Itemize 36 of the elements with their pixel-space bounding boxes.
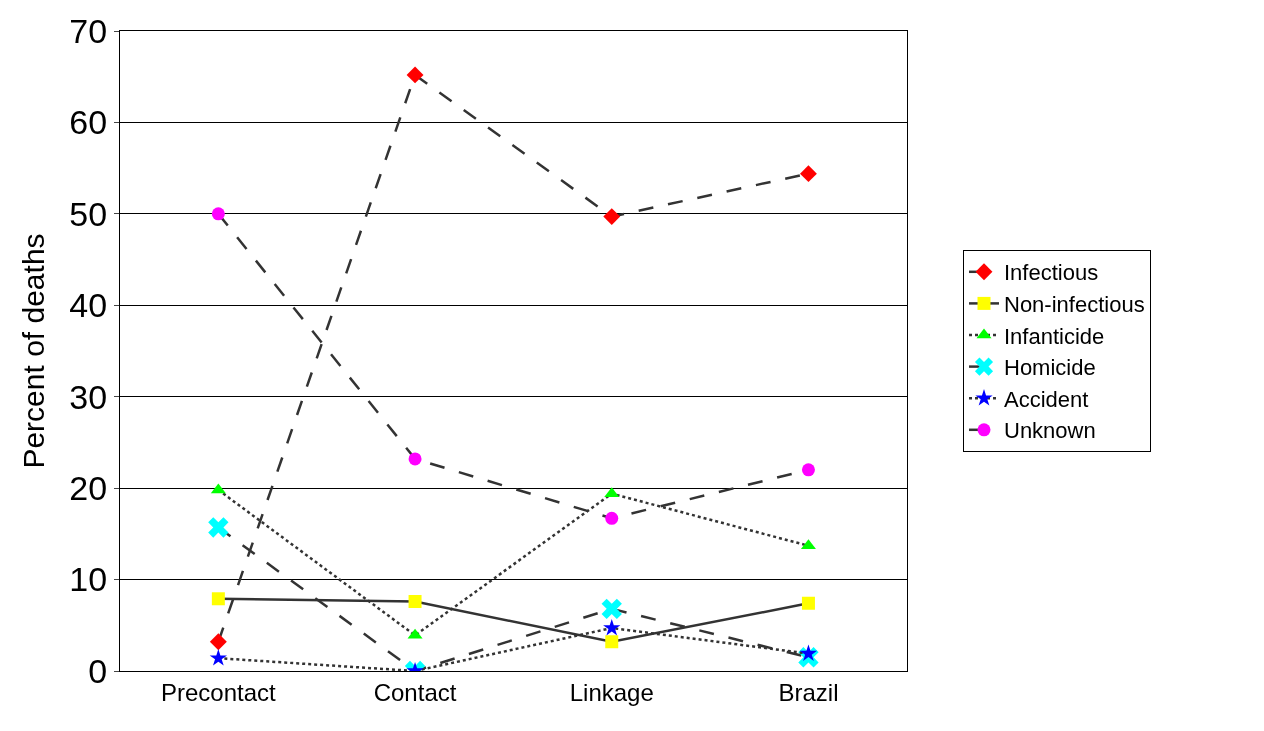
point bbox=[603, 618, 621, 636]
legend-label: Infectious bbox=[1004, 260, 1099, 286]
point bbox=[209, 649, 227, 666]
y-tick-label: 60 bbox=[69, 103, 108, 142]
y-tick-label: 0 bbox=[88, 651, 108, 690]
x-tick-label: Brazil bbox=[778, 678, 839, 706]
point bbox=[603, 208, 621, 226]
legend-label: Non-infectious bbox=[1004, 291, 1145, 317]
point bbox=[408, 595, 422, 609]
y-tick-label: 20 bbox=[69, 469, 108, 508]
point bbox=[801, 596, 815, 610]
point bbox=[605, 635, 619, 649]
point bbox=[211, 592, 225, 606]
x-tick-label: Contact bbox=[373, 678, 457, 706]
x-tick-label: Linkage bbox=[569, 678, 654, 706]
legend-label: Infanticide bbox=[1004, 323, 1105, 349]
y-tick-label: 40 bbox=[69, 286, 108, 325]
y-tick-label: 10 bbox=[69, 560, 108, 599]
y-tick-label: 30 bbox=[69, 377, 108, 416]
point bbox=[406, 66, 424, 84]
y-tick-label: 50 bbox=[69, 194, 108, 233]
point bbox=[209, 633, 227, 651]
point bbox=[799, 644, 818, 661]
point bbox=[208, 517, 229, 538]
x-tick-label: Precontact bbox=[160, 678, 277, 706]
point bbox=[605, 511, 619, 525]
point bbox=[211, 207, 225, 221]
legend-label: Homicide bbox=[1004, 355, 1096, 381]
point bbox=[801, 463, 815, 477]
legend-label: Unknown bbox=[1004, 418, 1096, 444]
y-tick-label: 70 bbox=[69, 11, 108, 50]
legend-label: Accident bbox=[1004, 386, 1089, 412]
point bbox=[601, 598, 622, 620]
point bbox=[408, 452, 422, 466]
point bbox=[800, 165, 817, 183]
y-axis-title: Percent of deaths bbox=[17, 233, 51, 469]
